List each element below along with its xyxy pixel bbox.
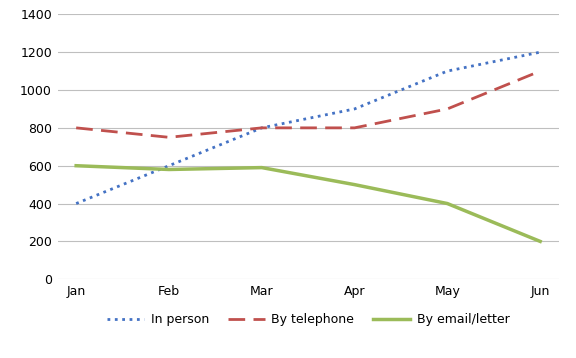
- Legend: In person, By telephone, By email/letter: In person, By telephone, By email/letter: [102, 308, 514, 331]
